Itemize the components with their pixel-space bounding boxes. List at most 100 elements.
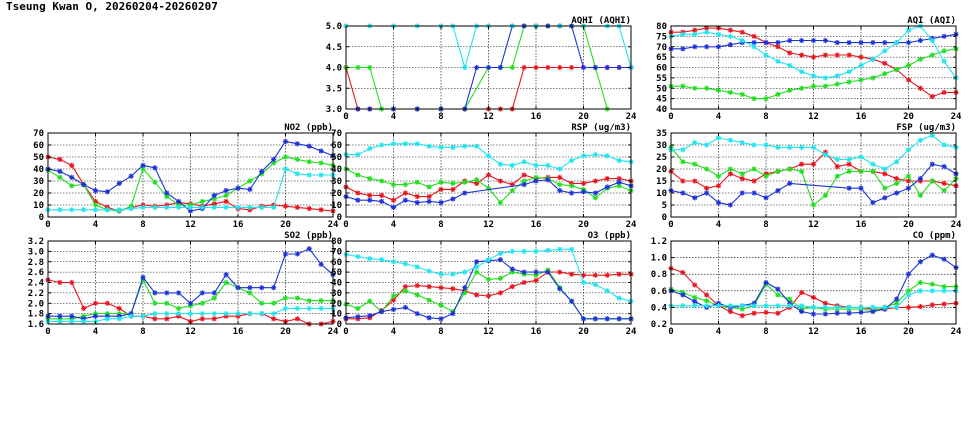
data-point-red [426, 284, 432, 290]
data-point-green [929, 281, 935, 287]
data-point-green [763, 96, 769, 102]
data-point-cyan [680, 303, 686, 309]
y-tick-label: 2.2 [28, 289, 44, 299]
marker-stroke [811, 73, 816, 79]
data-point-red [929, 302, 935, 308]
data-point-green [787, 87, 793, 93]
data-point-red [318, 207, 324, 213]
marker-stroke [941, 90, 947, 95]
data-point-blue [474, 64, 480, 71]
data-point-cyan [211, 311, 217, 317]
marker-stroke [680, 32, 686, 37]
data-point-blue [223, 272, 229, 278]
data-point-cyan [810, 304, 817, 310]
y-tick-label: 0 [662, 213, 667, 223]
marker-stroke [462, 285, 468, 290]
marker-stroke [692, 140, 698, 145]
x-tick-label: 20 [578, 220, 589, 230]
data-point-blue [104, 189, 110, 195]
marker-stroke [247, 178, 253, 184]
marker-stroke [211, 311, 217, 316]
marker-stroke [355, 314, 361, 320]
y-tick-label: 3.5 [326, 84, 342, 94]
marker-stroke [271, 160, 276, 166]
data-point-blue [485, 64, 492, 71]
marker-stroke [906, 185, 911, 191]
marker-stroke [105, 300, 110, 306]
data-point-cyan [414, 141, 420, 147]
marker-stroke [823, 193, 828, 198]
data-point-green [680, 159, 686, 165]
marker-stroke [140, 163, 146, 168]
data-point-blue [692, 298, 698, 305]
data-point-cyan [474, 143, 480, 149]
marker-stroke [235, 185, 241, 191]
data-point-cyan [846, 304, 852, 310]
marker-stroke [823, 83, 828, 89]
marker-stroke [521, 182, 527, 187]
data-point-cyan [271, 311, 277, 317]
marker-stroke [906, 173, 911, 179]
marker-stroke [616, 158, 622, 163]
x-tick-label: 20 [578, 112, 589, 122]
data-point-green [929, 52, 935, 58]
marker-stroke [426, 315, 432, 321]
data-point-blue [557, 286, 563, 292]
data-point-red [751, 178, 757, 184]
data-point-red [390, 297, 397, 303]
data-point-blue [355, 314, 361, 320]
data-point-red [450, 286, 456, 292]
data-point-green [223, 279, 229, 286]
data-point-cyan [259, 311, 265, 317]
marker-stroke [379, 142, 384, 148]
marker-stroke [858, 310, 864, 315]
data-point-red [905, 178, 912, 184]
data-point-green [941, 48, 947, 54]
data-point-red [580, 272, 587, 278]
marker-stroke [858, 305, 864, 310]
data-point-green [751, 166, 757, 172]
data-point-cyan [870, 304, 876, 310]
x-tick-label: 24 [626, 112, 637, 122]
marker-stroke [728, 171, 733, 177]
data-point-blue [223, 188, 229, 194]
data-point-cyan [497, 161, 503, 167]
data-point-green [715, 87, 722, 93]
marker-stroke [704, 29, 709, 35]
data-point-blue [692, 44, 698, 50]
marker-stroke [223, 205, 229, 210]
data-point-cyan [905, 147, 912, 153]
marker-stroke [474, 292, 479, 298]
data-point-blue [799, 37, 805, 44]
x-tick-label: 20 [280, 327, 291, 337]
marker-stroke [521, 269, 527, 275]
data-point-blue [680, 46, 686, 52]
data-point-blue [426, 198, 432, 204]
marker-stroke [283, 203, 288, 209]
marker-stroke [941, 288, 947, 294]
marker-stroke [271, 316, 276, 322]
marker-stroke [941, 142, 947, 148]
marker-stroke [259, 285, 265, 290]
data-point-red [727, 308, 733, 315]
marker-stroke [846, 79, 852, 85]
marker-stroke [474, 143, 479, 149]
series-green [668, 46, 959, 102]
marker-stroke [164, 194, 170, 199]
y-tick-label: 30 [331, 177, 342, 187]
marker-stroke [403, 261, 408, 267]
marker-stroke [918, 38, 923, 43]
marker-stroke [929, 178, 935, 184]
marker-stroke [870, 200, 876, 205]
marker-stroke [894, 190, 899, 196]
x-tick-label: 24 [626, 327, 637, 337]
marker-stroke [271, 205, 276, 210]
data-point-blue [763, 279, 769, 286]
marker-stroke [474, 259, 479, 265]
marker-stroke [751, 303, 757, 309]
marker-stroke [69, 183, 75, 189]
marker-stroke [521, 178, 527, 184]
data-point-blue [187, 300, 194, 306]
data-point-red [604, 176, 610, 182]
data-point-cyan [116, 207, 122, 213]
